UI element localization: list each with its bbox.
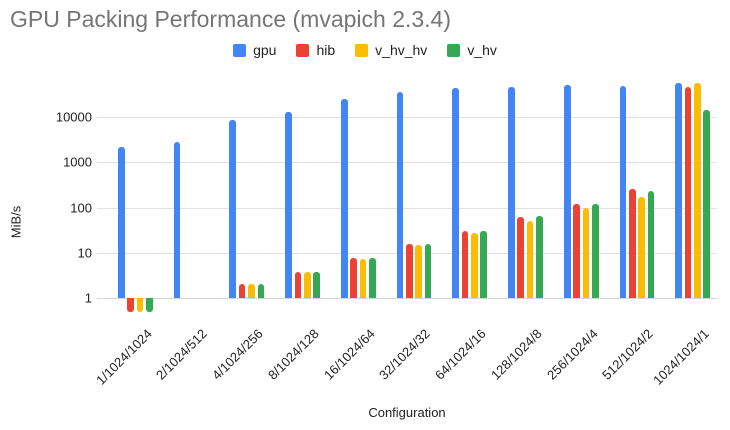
legend-item-hib[interactable]: hib <box>296 42 335 58</box>
bar-v_hv-512/1024/2[interactable] <box>647 191 655 298</box>
legend-item-v_hv[interactable]: v_hv <box>447 42 497 58</box>
y-tick-label: 1000 <box>63 154 92 170</box>
bar-v_hv-32/1024/32[interactable] <box>424 243 432 298</box>
bar-v_hv_hv-512/1024/2[interactable] <box>638 197 645 298</box>
x-tick-label: 2/1024/512 <box>153 326 211 383</box>
y-tick-label: 1 <box>84 290 92 306</box>
bar-v_hv_hv-256/1024/4[interactable] <box>582 207 590 298</box>
bar-hib-8/1024/128[interactable] <box>294 272 302 298</box>
bar-v_hv_hv-4/1024/256[interactable] <box>248 284 255 298</box>
bar-v_hv-16/1024/64[interactable] <box>368 258 376 298</box>
bar-hib-4/1024/256[interactable] <box>238 284 246 298</box>
legend-label: v_hv_hv <box>375 42 428 58</box>
bar-v_hv-1/1024/1024[interactable] <box>146 298 153 312</box>
x-tick-label: 1/1024/1024 <box>92 326 155 388</box>
baseline <box>97 298 717 299</box>
bar-v_hv-256/1024/4[interactable] <box>591 204 599 298</box>
bar-gpu-4/1024/256[interactable] <box>229 120 237 298</box>
x-tick-label: 64/1024/16 <box>432 326 489 383</box>
bar-hib-128/1024/8[interactable] <box>517 216 525 298</box>
x-tick-label: 256/1024/4 <box>543 326 601 383</box>
y-axis-title: MiB/s <box>8 205 24 239</box>
bar-gpu-512/1024/2[interactable] <box>619 86 627 298</box>
legend: gpu hib v_hv_hv v_hv <box>0 42 730 58</box>
bar-v_hv-8/1024/128[interactable] <box>313 271 320 298</box>
x-tick-label: 8/1024/128 <box>264 326 322 383</box>
x-tick-label: 512/1024/2 <box>599 326 656 383</box>
legend-item-v_hv_hv[interactable]: v_hv_hv <box>355 42 427 58</box>
bar-v_hv-4/1024/256[interactable] <box>257 284 265 298</box>
bar-v_hv-1024/1024/1[interactable] <box>703 109 711 298</box>
bar-hib-16/1024/64[interactable] <box>350 258 357 298</box>
y-tick-label: 10000 <box>55 109 92 125</box>
legend-label: gpu <box>253 42 277 58</box>
bar-gpu-64/1024/16[interactable] <box>452 87 460 298</box>
x-axis-title: Configuration <box>368 405 446 420</box>
gridline <box>97 117 717 118</box>
y-tick-label: 10 <box>77 245 92 261</box>
gridline <box>97 207 717 209</box>
bar-gpu-16/1024/64[interactable] <box>340 98 348 298</box>
bar-v_hv_hv-8/1024/128[interactable] <box>303 272 311 298</box>
bar-gpu-8/1024/128[interactable] <box>285 111 292 298</box>
chart-title: GPU Packing Performance (mvapich 2.3.4) <box>10 6 452 32</box>
legend-swatch-icon <box>355 43 369 57</box>
bar-v_hv_hv-1024/1024/1[interactable] <box>694 82 701 298</box>
bar-gpu-128/1024/8[interactable] <box>508 87 515 298</box>
bar-hib-64/1024/16[interactable] <box>461 231 469 298</box>
bar-v_hv_hv-64/1024/16[interactable] <box>471 232 478 298</box>
bar-v_hv-64/1024/16[interactable] <box>480 230 488 298</box>
y-tick-label: 100 <box>70 200 92 215</box>
gridline <box>97 162 717 164</box>
bar-hib-1024/1024/1[interactable] <box>684 87 692 298</box>
bar-gpu-2/1024/512[interactable] <box>173 142 181 298</box>
legend-label: hib <box>316 42 336 58</box>
bar-hib-32/1024/32[interactable] <box>406 243 413 298</box>
legend-label: v_hv <box>467 42 497 58</box>
x-tick-label: 128/1024/8 <box>487 326 545 383</box>
bar-gpu-256/1024/4[interactable] <box>563 84 571 298</box>
x-tick-label: 1024/1024/1 <box>649 326 712 388</box>
x-tick-label: 32/1024/32 <box>376 326 434 383</box>
legend-item-gpu[interactable]: gpu <box>233 42 276 58</box>
x-tick-label: 16/1024/64 <box>320 326 378 383</box>
bar-v_hv_hv-32/1024/32[interactable] <box>415 245 423 298</box>
bar-gpu-32/1024/32[interactable] <box>396 92 404 298</box>
legend-swatch-icon <box>296 43 310 57</box>
bar-hib-512/1024/2[interactable] <box>628 189 636 298</box>
legend-swatch-icon <box>233 43 247 57</box>
bar-gpu-1/1024/1024[interactable] <box>118 146 125 298</box>
bar-v_hv-128/1024/8[interactable] <box>536 216 543 298</box>
bar-v_hv_hv-128/1024/8[interactable] <box>526 221 534 298</box>
bar-gpu-1024/1024/1[interactable] <box>675 82 682 298</box>
bar-hib-1/1024/1024[interactable] <box>127 298 135 312</box>
bar-v_hv_hv-16/1024/64[interactable] <box>359 258 367 298</box>
x-tick-label: 4/1024/256 <box>209 326 266 383</box>
legend-swatch-icon <box>447 43 461 57</box>
bar-hib-256/1024/4[interactable] <box>573 203 580 298</box>
bar-v_hv_hv-1/1024/1024[interactable] <box>136 298 144 312</box>
